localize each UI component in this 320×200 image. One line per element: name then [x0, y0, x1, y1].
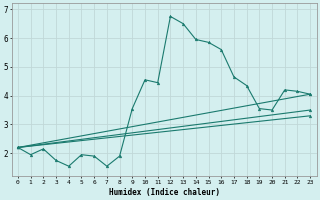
X-axis label: Humidex (Indice chaleur): Humidex (Indice chaleur) — [108, 188, 220, 197]
